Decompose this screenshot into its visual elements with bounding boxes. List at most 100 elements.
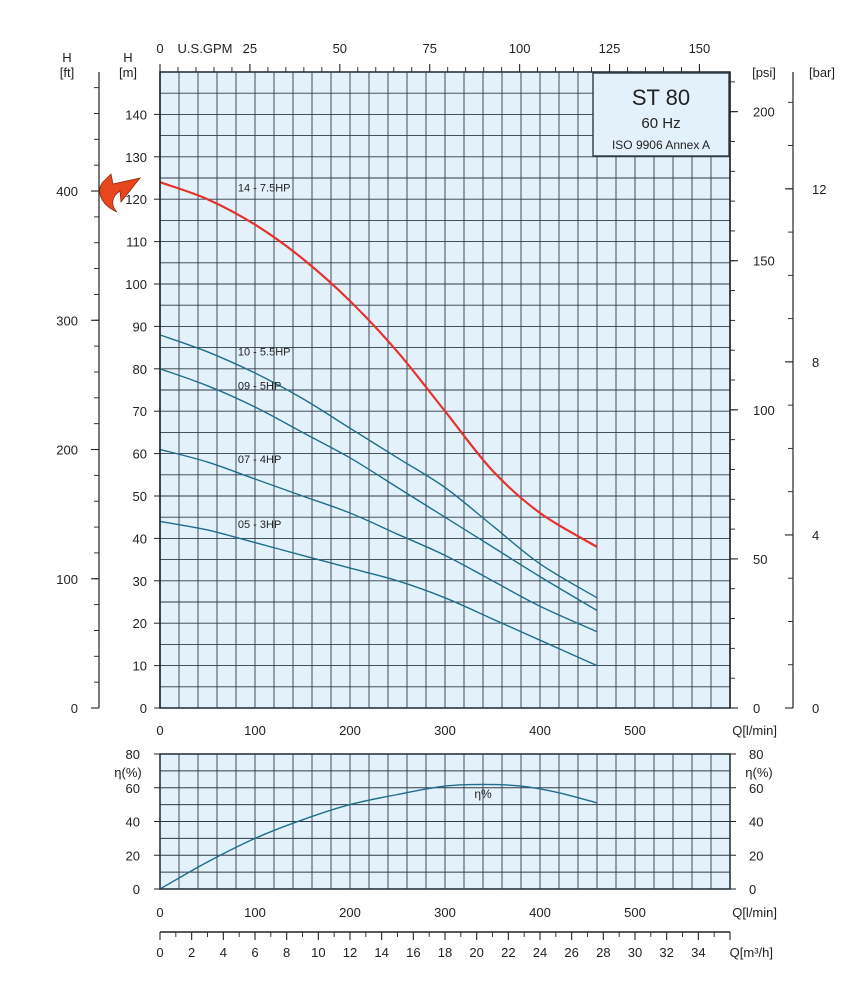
efficiency-left-axis: 0 20 40 60 80: [126, 747, 160, 897]
tick-label: 100: [125, 277, 147, 292]
tick-label: 0: [156, 723, 163, 738]
tick-label: 200: [56, 443, 78, 458]
tick-label: 14: [374, 945, 388, 960]
tick-label: 140: [125, 107, 147, 122]
tick-label: 100: [244, 723, 266, 738]
tick-label: 30: [133, 574, 147, 589]
flow-lmin-axis-efficiency: 0 100 200 300 400 500: [156, 905, 645, 920]
curve-label: 07 - 4HP: [238, 454, 281, 466]
tick-label: 2: [188, 945, 195, 960]
curve-10-5-5hp: [159, 334, 598, 599]
tick-label: 200: [753, 105, 775, 120]
tick-label: 60: [126, 781, 140, 796]
tick-label: 8: [812, 355, 819, 370]
psi-unit: [psi]: [752, 65, 776, 80]
curve-label: η%: [474, 787, 492, 801]
head-flow-plot: 14 - 7.5HP 10 - 5.5HP 09 - 5HP 07 - 4HP 05 -…: [159, 71, 731, 709]
head-flow-curves: [159, 181, 598, 667]
efficiency-curves: η%: [159, 783, 598, 890]
curve-07-4hp: [159, 448, 598, 633]
curve-label: 14 - 7.5HP: [238, 182, 291, 194]
flow-lmin-label-main: Q[l/min]: [732, 723, 777, 738]
tick-label: 120: [125, 192, 147, 207]
tick-label: 25: [243, 41, 257, 56]
tick-label: 40: [126, 815, 140, 830]
tick-label: 0: [749, 882, 756, 897]
tick-label: 30: [628, 945, 642, 960]
pressure-psi-axis: 0 50 100 150 200: [729, 72, 775, 716]
efficiency-right-label: η(%): [745, 765, 772, 780]
bar-unit: [bar]: [809, 65, 835, 80]
head-feet-axis: 0 100 200 300 400: [56, 72, 100, 716]
head-feet-symbol: H: [62, 50, 71, 65]
flow-m3h-label: Q[m³/h]: [730, 945, 773, 960]
tick-label: 150: [753, 254, 775, 269]
tick-label: 0: [71, 701, 78, 716]
tick-label: 34: [691, 945, 705, 960]
tick-label: 90: [133, 319, 147, 334]
tick-label: 50: [333, 41, 347, 56]
curved-arrow-icon: [99, 173, 142, 213]
tick-label: 100: [244, 905, 266, 920]
flow-gpm-axis: 0 25 50 75 100 125 150: [156, 41, 710, 72]
tick-label: 10: [311, 945, 325, 960]
tick-label: 100: [509, 41, 531, 56]
head-meter-unit: [m]: [119, 65, 137, 80]
efficiency-left-label: η(%): [114, 765, 141, 780]
head-meter-axis: 0 10 20 30 40 50 60 70 80 90 100 110 120 130 140: [125, 72, 161, 716]
tick-label: 75: [422, 41, 436, 56]
tick-label: 16: [406, 945, 420, 960]
tick-label: 18: [438, 945, 452, 960]
curve-label: 05 - 3HP: [238, 519, 281, 531]
tick-label: 0: [156, 41, 163, 56]
tick-label: 10: [133, 659, 147, 674]
tick-label: 6: [251, 945, 258, 960]
tick-label: 40: [749, 815, 763, 830]
tick-label: 0: [812, 701, 819, 716]
tick-label: 32: [659, 945, 673, 960]
tick-label: 28: [596, 945, 610, 960]
tick-label: 20: [749, 848, 763, 863]
tick-label: 60: [749, 781, 763, 796]
tick-label: 0: [156, 945, 163, 960]
tick-label: 24: [533, 945, 547, 960]
flow-lmin-label-efficiency: Q[l/min]: [732, 905, 777, 920]
tick-label: 200: [339, 905, 361, 920]
tick-label: 0: [140, 701, 147, 716]
tick-label: 20: [133, 616, 147, 631]
curve-efficiency: [159, 783, 598, 890]
tick-label: 500: [624, 905, 646, 920]
tick-label: 400: [529, 723, 551, 738]
efficiency-grid: [160, 754, 730, 889]
model-frequency: 60 Hz: [641, 115, 680, 132]
tick-label: 80: [126, 747, 140, 762]
tick-label: 100: [753, 403, 775, 418]
gpm-unit: U.S.GPM: [178, 41, 233, 56]
efficiency-plot: η%: [159, 753, 731, 890]
head-feet-unit: [ft]: [60, 65, 74, 80]
curve-05-3hp: [159, 520, 598, 667]
tick-label: 8: [283, 945, 290, 960]
tick-label: 60: [133, 447, 147, 462]
tick-label: 26: [564, 945, 578, 960]
tick-label: 400: [56, 184, 78, 199]
tick-label: 0: [156, 905, 163, 920]
tick-label: 300: [56, 313, 78, 328]
tick-label: 80: [133, 362, 147, 377]
tick-label: 400: [529, 905, 551, 920]
efficiency-right-axis: 0 20 40 60 80: [730, 747, 763, 897]
tick-label: 50: [133, 489, 147, 504]
tick-label: 12: [343, 945, 357, 960]
head-flow-curve-labels: 14 - 7.5HP 10 - 5.5HP 09 - 5HP 07 - 4HP 05 -…: [238, 182, 291, 531]
tick-label: 110: [126, 235, 147, 250]
tick-label: 200: [339, 723, 361, 738]
model-title: ST 80: [632, 85, 690, 110]
pressure-bar-axis: 0 4 8 12: [785, 72, 826, 716]
tick-label: 40: [133, 531, 147, 546]
tick-label: 130: [125, 150, 147, 165]
curve-label: 09 - 5HP: [238, 380, 281, 392]
tick-label: 4: [812, 528, 819, 543]
tick-label: 4: [220, 945, 227, 960]
tick-label: 70: [133, 404, 147, 419]
tick-label: 80: [749, 747, 763, 762]
